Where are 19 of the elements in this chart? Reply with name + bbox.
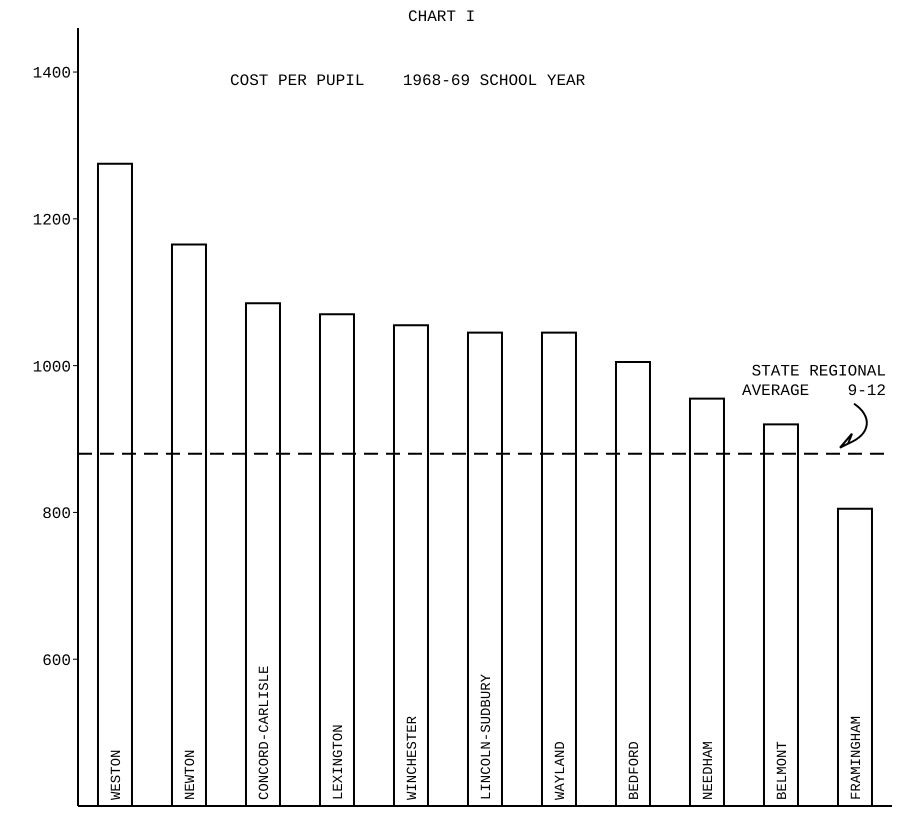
y-tick-label: 600 <box>42 652 71 670</box>
x-tick-label: WINCHESTER <box>404 715 421 800</box>
x-tick-label: BELMONT <box>774 741 791 800</box>
y-tick-label: 1000 <box>32 358 71 376</box>
x-tick-label: CONCORD-CARLISLE <box>256 666 273 800</box>
x-tick-label: LEXINGTON <box>330 724 347 800</box>
x-tick-label: BEDFORD <box>626 741 643 800</box>
x-tick-label: NEWTON <box>182 750 199 800</box>
x-tick-label: FRAMINGHAM <box>848 716 865 800</box>
x-tick-label: WAYLAND <box>552 741 569 800</box>
y-tick-label: 1200 <box>32 212 71 230</box>
chart-title: CHART I <box>408 8 476 26</box>
y-tick-label: 1400 <box>32 64 71 83</box>
ref-line-label: STATE REGIONAL AVERAGE 9-12 <box>742 362 886 400</box>
x-tick-label: NEEDHAM <box>700 741 717 800</box>
text: COST PER PUPIL 1968-69 SCHOOL YEAR <box>230 72 586 90</box>
x-tick-label: WESTON <box>108 750 125 800</box>
y-tick-label: 800 <box>42 505 71 524</box>
x-tick-label: LINCOLN-SUDBURY <box>478 673 495 800</box>
